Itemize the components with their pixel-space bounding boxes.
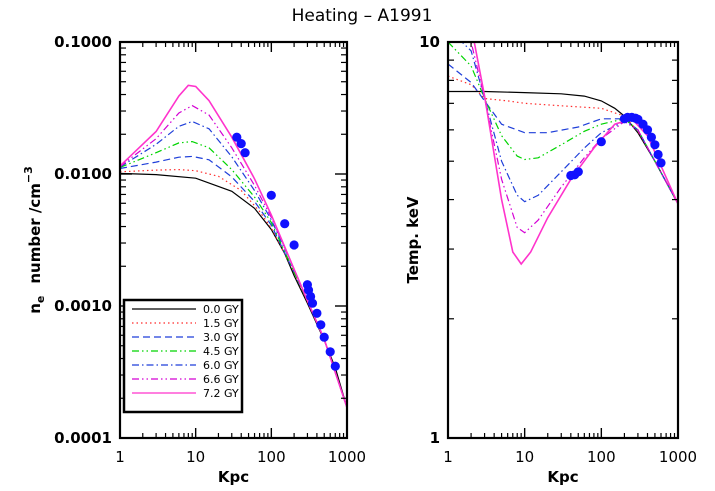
series-line-0	[448, 90, 678, 205]
y-tick-label: 0.0001	[54, 429, 112, 447]
series-line-5	[120, 104, 347, 408]
y-axis-label: nenumber /cm−3	[22, 166, 47, 314]
data-point	[316, 320, 326, 330]
data-point	[646, 132, 657, 142]
series-line-2	[120, 155, 347, 408]
legend-label-1: 1.5 GY	[203, 317, 239, 330]
x-tick-label: 1	[115, 448, 125, 466]
legend-label-0: 0.0 GY	[203, 303, 239, 316]
data-point	[289, 240, 299, 250]
plot-frame	[446, 40, 680, 440]
data-point	[307, 298, 318, 308]
x-tick-label: 1000	[328, 448, 366, 466]
series-group	[448, 42, 678, 266]
series-line-6	[473, 42, 678, 266]
y-tick-label: 1	[430, 429, 440, 447]
legend: 0.0 GY1.5 GY3.0 GY4.5 GY6.0 GY6.6 GY7.2 …	[122, 298, 244, 414]
data-point	[232, 132, 242, 142]
legend-label-4: 6.0 GY	[203, 359, 239, 372]
data-point	[280, 219, 290, 229]
y-axis-label: Temp. keV	[404, 196, 422, 283]
data-point	[266, 190, 276, 200]
series-line-1	[120, 168, 347, 408]
data-point	[325, 347, 335, 357]
data-point	[319, 332, 329, 342]
legend-label-2: 3.0 GY	[203, 331, 239, 344]
figure-title: Heating – A1991	[292, 6, 433, 26]
series-line-2	[448, 63, 678, 205]
plot-frame	[118, 40, 349, 440]
data-point	[312, 308, 322, 318]
legend-label-3: 4.5 GY	[203, 345, 239, 358]
y-tick-label: 0.0100	[54, 165, 112, 183]
y-tick-label: 0.0010	[54, 297, 112, 315]
data-point	[240, 148, 250, 158]
data-point	[650, 140, 660, 150]
temperature-panel: 1 10 100 1000 1 10 Kpc Temp. keV	[404, 33, 697, 486]
x-axis-label: Kpc	[547, 468, 578, 486]
legend-label-6: 7.2 GY	[203, 387, 239, 400]
x-tick-label: 100	[587, 448, 616, 466]
y-tick-label: 10	[419, 33, 440, 51]
data-point	[653, 149, 663, 160]
data-point	[656, 158, 666, 168]
x-tick-label: 1	[443, 448, 453, 466]
x-tick-label: 10	[515, 448, 534, 466]
data-point	[573, 167, 583, 177]
data-point	[236, 139, 246, 149]
series-line-6	[120, 84, 347, 408]
series-line-4	[460, 42, 678, 205]
data-point	[642, 125, 653, 135]
data-point	[330, 361, 340, 371]
x-tick-label: 100	[257, 448, 286, 466]
legend-label-5: 6.6 GY	[203, 373, 239, 386]
x-tick-label: 1000	[659, 448, 697, 466]
x-axis-label: Kpc	[218, 468, 249, 486]
data-point	[596, 137, 606, 147]
x-tick-label: 10	[186, 448, 205, 466]
density-panel: 1 10 100 1000 0.0001 0.0010 0.0100 0.1000 Kpc nen…	[22, 33, 366, 486]
y-tick-label: 0.1000	[54, 33, 112, 51]
